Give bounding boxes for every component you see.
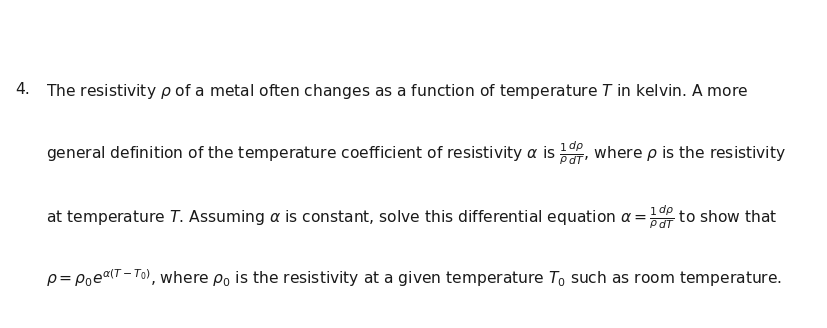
Text: $\rho = \rho_0 e^{\alpha(T-T_0)}$, where $\rho_0$ is the resistivity at a given : $\rho = \rho_0 e^{\alpha(T-T_0)}$, where… — [45, 267, 781, 289]
Text: 4.: 4. — [15, 82, 30, 97]
Text: at temperature $T$. Assuming $\alpha$ is constant, solve this differential equat: at temperature $T$. Assuming $\alpha$ is… — [45, 203, 776, 231]
Text: The resistivity $\rho$ of a metal often changes as a function of temperature $T$: The resistivity $\rho$ of a metal often … — [45, 82, 747, 101]
Text: general definition of the temperature coefficient of resistivity $\alpha$ is $\f: general definition of the temperature co… — [45, 139, 785, 167]
